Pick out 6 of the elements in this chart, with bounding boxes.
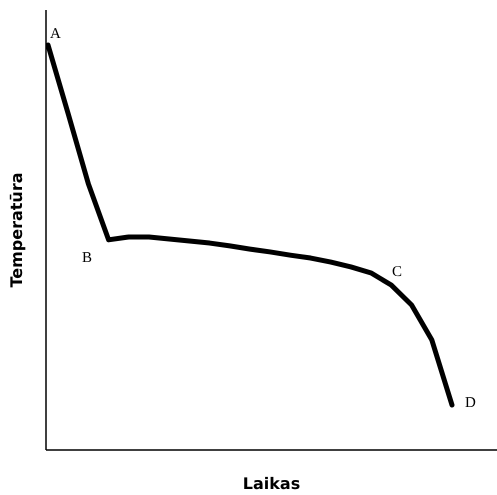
text: A (50, 26, 61, 42)
annotation: B (82, 250, 92, 266)
y-axis-title: Temperatūra (7, 172, 26, 288)
x-axis-title: Laikas (242, 474, 300, 493)
annotation: C (392, 264, 402, 280)
text: D (465, 395, 476, 411)
